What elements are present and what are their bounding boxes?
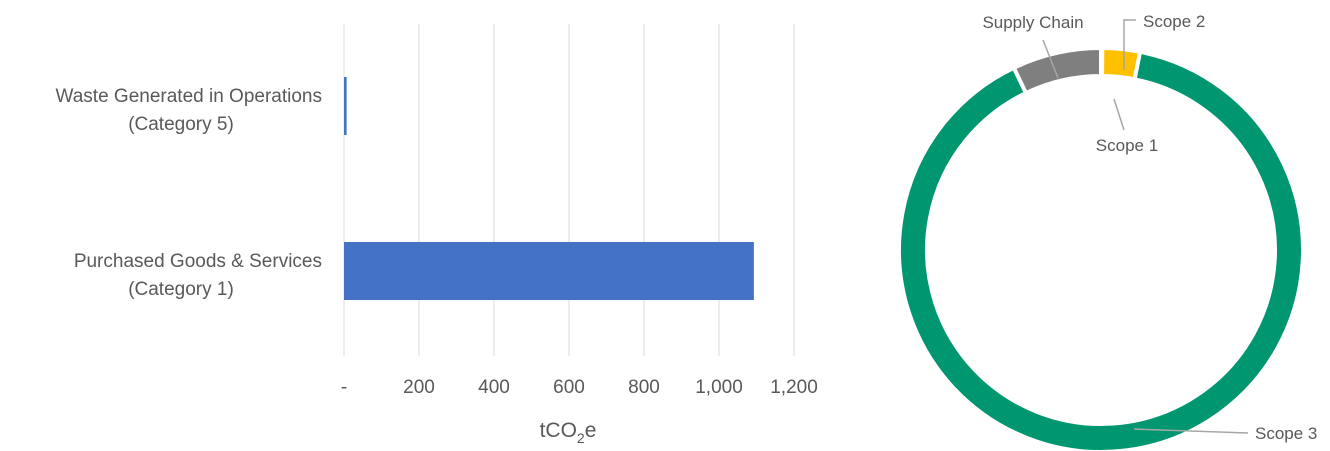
x-axis-title-subscript: 2 — [577, 430, 585, 446]
bar-series — [344, 77, 754, 300]
donut-slice-label: Scope 3 — [1255, 424, 1317, 443]
donut-slices — [897, 45, 1305, 451]
bar — [344, 77, 347, 135]
donut-slice — [1011, 45, 1103, 96]
bar — [344, 242, 754, 300]
scope-donut-chart: Scope 1 Scope 2 Scope 3 Supply Chain — [897, 12, 1317, 451]
donut-leader-lines — [1042, 19, 1249, 434]
donut-slice — [897, 49, 1305, 451]
x-tick-label: - — [341, 377, 347, 398]
y-category-label-line: (Category 1) — [128, 279, 234, 300]
y-category-label-line: Waste Generated in Operations — [56, 86, 323, 107]
leader-line — [1042, 39, 1059, 79]
x-tick-label: 600 — [553, 377, 585, 398]
x-tick-label: 1,000 — [695, 377, 743, 398]
x-tick-label: 200 — [403, 377, 435, 398]
donut-slice-label: Scope 2 — [1143, 12, 1205, 31]
bar-category-labels: Waste Generated in Operations (Category 5… — [56, 86, 323, 300]
leader-line — [1123, 19, 1136, 70]
donut-labels: Scope 1 Scope 2 Scope 3 Supply Chain — [982, 12, 1317, 443]
x-axis-title-tail: e — [585, 419, 597, 442]
x-axis-title-main: tCO — [540, 419, 577, 442]
bar-tick-labels: - 200 400 600 800 1,000 1,200 — [341, 377, 818, 398]
x-tick-label: 1,200 — [770, 377, 818, 398]
y-category-label-line: Purchased Goods & Services — [74, 251, 322, 272]
leader-line — [1113, 98, 1125, 131]
leader-line — [1133, 428, 1249, 434]
donut-slice-label: Supply Chain — [982, 13, 1083, 32]
bar-gridlines — [343, 24, 795, 356]
y-category-label-line: (Category 5) — [128, 114, 234, 135]
donut-slice-label: Scope 1 — [1096, 136, 1158, 155]
x-tick-label: 800 — [628, 377, 660, 398]
x-axis-title: tCO2e — [540, 419, 597, 446]
y-category-label: Purchased Goods & Services (Category 1) — [74, 251, 322, 300]
emissions-bar-chart: Waste Generated in Operations (Category 5… — [56, 24, 818, 446]
x-tick-label: 400 — [478, 377, 510, 398]
y-category-label: Waste Generated in Operations (Category 5… — [56, 86, 323, 135]
